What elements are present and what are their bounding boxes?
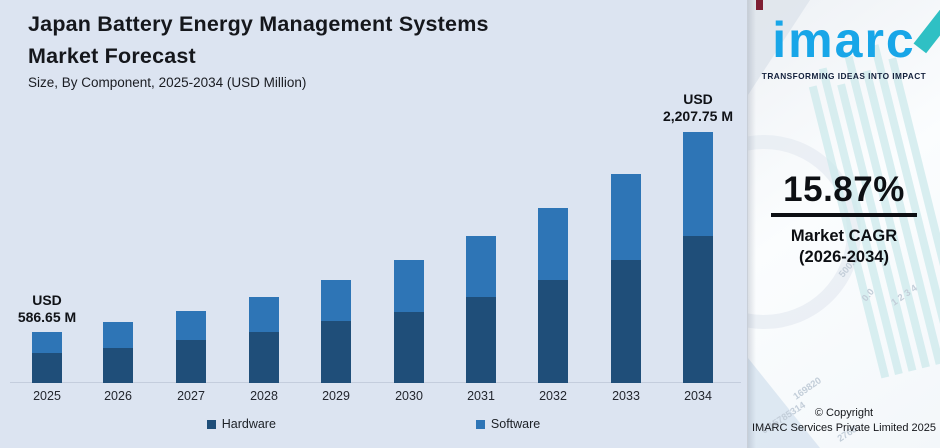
bar-segment-hardware: [103, 348, 133, 383]
cagr-value: 15.87%: [783, 170, 905, 209]
bar-segment-hardware: [394, 312, 424, 383]
diagonal-decor-bottom: [748, 358, 820, 448]
page-title-line2: Market Forecast: [28, 44, 196, 68]
legend-item-hardware: Hardware: [206, 417, 276, 431]
legend-swatch-hardware: [206, 419, 216, 429]
bar-2025: [32, 332, 62, 383]
x-tick-2030: 2030: [395, 389, 423, 403]
watermark-graphics: 500.0 0.0 1 2 3 4 169820 0.15785314 2768: [748, 44, 940, 445]
bar-2034: [683, 132, 713, 383]
bar-2032: [538, 208, 568, 383]
bar-segment-software: [32, 332, 62, 353]
cagr-label-line1: Market CAGR: [790, 227, 898, 245]
bar-segment-software: [176, 311, 206, 340]
sidebar-edge-shadow: [748, 0, 756, 448]
x-tick-2027: 2027: [177, 389, 205, 403]
bar-segment-software: [103, 322, 133, 348]
chart-subtitle: Size, By Component, 2025-2034 (USD Milli…: [28, 75, 307, 90]
bar-segment-hardware: [249, 332, 279, 383]
copyright-line1: © Copyright: [814, 407, 874, 419]
bar-segment-hardware: [683, 236, 713, 383]
page-title: Japan Battery Energy Management Systems …: [28, 8, 489, 72]
bar-segment-software: [538, 208, 568, 280]
cagr-label-line2: (2026-2034): [799, 248, 889, 266]
imarc-logo: imarc: [772, 12, 916, 68]
data-label-2025: USD 586.65 M: [17, 292, 77, 325]
chart-legend: Hardware Software: [0, 417, 747, 431]
imarc-tagline: TRANSFORMING IDEAS INTO IMPACT: [761, 71, 927, 81]
bar-segment-hardware: [176, 340, 206, 383]
bar-2033: [611, 174, 641, 383]
bar-segment-software: [394, 260, 424, 312]
x-tick-2028: 2028: [250, 389, 278, 403]
bar-segment-hardware: [538, 280, 568, 383]
bar-segment-hardware: [321, 321, 351, 383]
x-tick-2029: 2029: [322, 389, 350, 403]
bar-segment-software: [683, 132, 713, 236]
copyright-line2: IMARC Services Private Limited 2025: [751, 422, 936, 434]
bar-2027: [176, 311, 206, 383]
data-label-2034: USD 2,207.75 M: [662, 91, 734, 124]
bar-segment-hardware: [611, 260, 641, 383]
bar-segment-software: [249, 297, 279, 332]
cagr-underline: [771, 213, 917, 217]
bar-segment-software: [321, 280, 351, 321]
legend-swatch-software: [475, 419, 485, 429]
diagonal-decor-top: [748, 0, 810, 95]
bar-2026: [103, 322, 133, 383]
x-tick-2026: 2026: [104, 389, 132, 403]
bar-segment-hardware: [466, 297, 496, 383]
bar-segment-hardware: [32, 353, 62, 383]
bar-2031: [466, 236, 496, 383]
x-tick-2034: 2034: [684, 389, 712, 403]
bar-segment-software: [611, 174, 641, 260]
brand-sidebar: 500.0 0.0 1 2 3 4 169820 0.15785314 2768…: [747, 0, 940, 448]
bar-segment-software: [466, 236, 496, 297]
bar-2030: [394, 260, 424, 383]
x-tick-2032: 2032: [539, 389, 567, 403]
bar-2029: [321, 280, 351, 383]
legend-label: Hardware: [221, 417, 276, 431]
x-axis-line: [10, 382, 741, 383]
red-accent-mark: [756, 0, 763, 10]
x-tick-2025: 2025: [33, 389, 61, 403]
legend-item-software: Software: [475, 417, 541, 431]
copyright-notice: © Copyright IMARC Services Private Limit…: [748, 406, 940, 436]
watermark-number: 169820: [791, 375, 823, 402]
bar-chart: 2025 2026 2027 2028 2029 2030 2031 2032 2033 2034…: [10, 91, 741, 403]
x-tick-2033: 2033: [612, 389, 640, 403]
page-title-line1: Japan Battery Energy Management Systems: [28, 12, 489, 36]
legend-label: Software: [490, 417, 541, 431]
chart-panel: Japan Battery Energy Management Systems …: [0, 0, 747, 448]
bar-2028: [249, 297, 279, 383]
cagr-label: Market CAGR (2026-2034): [748, 226, 940, 268]
x-tick-2031: 2031: [467, 389, 495, 403]
